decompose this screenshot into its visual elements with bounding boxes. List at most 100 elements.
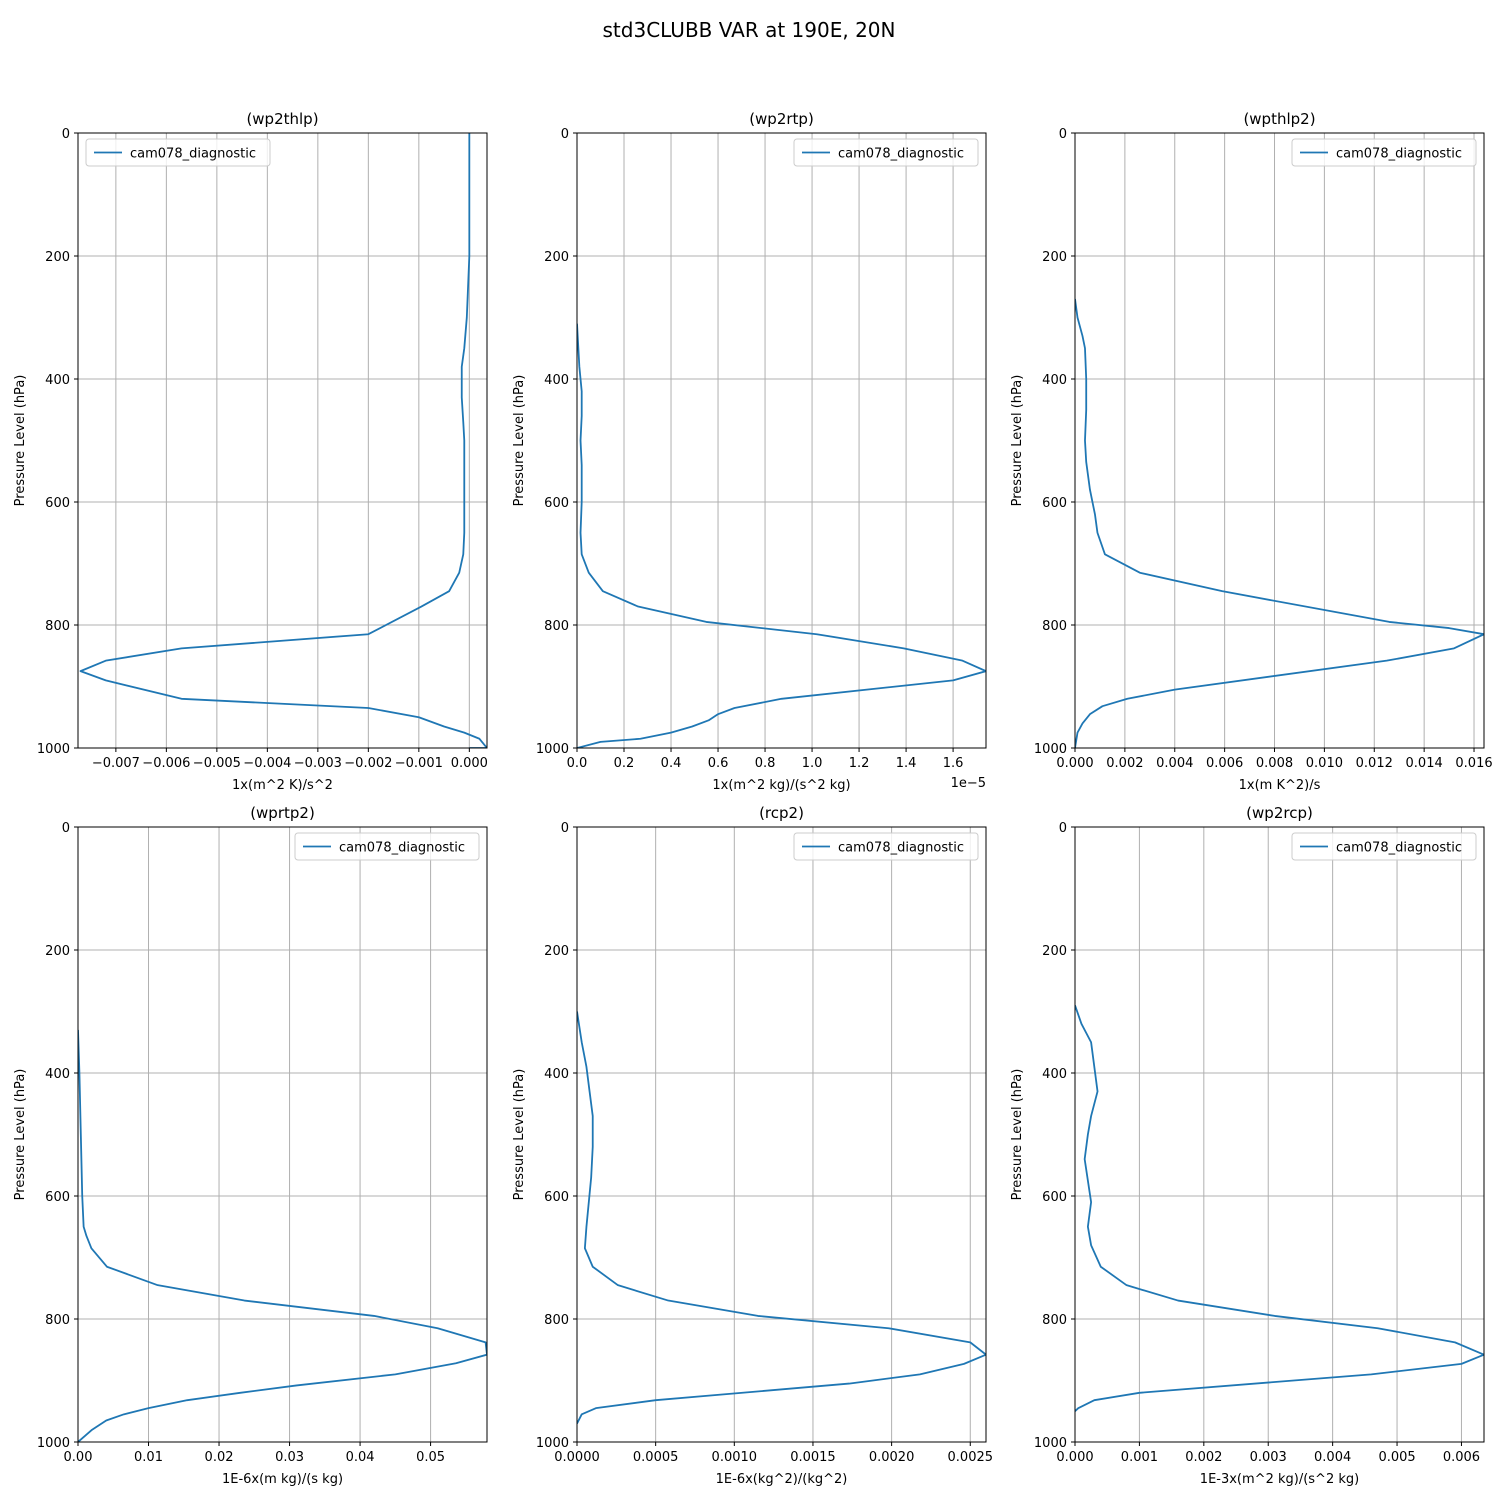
x-tick-label: 0.000 — [451, 756, 488, 771]
legend: cam078_diagnostic — [793, 832, 979, 861]
x-tick-label: 0.004 — [1156, 756, 1193, 771]
x-tick-label: 0.000 — [1056, 1450, 1093, 1465]
x-tick-label: 0.6 — [708, 756, 729, 771]
x-tick-label: 0.8 — [755, 756, 776, 771]
series-line-1 — [1075, 298, 1484, 748]
y-tick-label: 1000 — [536, 742, 569, 757]
series-line-1 — [577, 323, 986, 748]
axes-frame — [77, 132, 488, 749]
y-tick-label: 200 — [45, 250, 70, 265]
y-tick-label: 800 — [544, 619, 569, 634]
x-tick-label: 1.6 — [943, 756, 964, 771]
x-tick-label: 0.006 — [1443, 1450, 1480, 1465]
legend-label: cam078_diagnostic — [838, 147, 964, 162]
y-tick-label: 600 — [1042, 1190, 1067, 1205]
x-axis-label: 1x(m^2 K)/s^2 — [232, 778, 333, 793]
x-tick-label: 0.001 — [1121, 1450, 1158, 1465]
panel-title: (rcp2) — [759, 804, 804, 822]
axes-frame — [576, 826, 987, 1443]
x-tick-label: 0.010 — [1306, 756, 1343, 771]
x-tick-label: 0.006 — [1206, 756, 1243, 771]
y-tick-label: 0 — [561, 127, 569, 142]
x-tick-label: 0.003 — [1250, 1450, 1287, 1465]
series-line-1 — [78, 1029, 487, 1442]
panel-title: (wp2rcp) — [1246, 804, 1313, 822]
y-tick-label: 600 — [1042, 496, 1067, 511]
x-tick-label: 0.016 — [1455, 756, 1492, 771]
x-axis-label: 1E-6x(kg^2)/(kg^2) — [716, 1472, 848, 1487]
y-tick-label: 0 — [561, 821, 569, 836]
x-tick-label: 0.2 — [614, 756, 635, 771]
x-tick-label: 0.01 — [134, 1450, 163, 1465]
y-tick-label: 400 — [45, 373, 70, 388]
y-tick-label: 200 — [544, 250, 569, 265]
legend-box — [1291, 832, 1477, 861]
axes-frame — [1074, 132, 1485, 749]
legend-box — [294, 832, 480, 861]
legend-box — [85, 138, 271, 167]
x-tick-label: 0.04 — [346, 1450, 375, 1465]
x-axis-label: 1x(m^2 kg)/(s^2 kg) — [712, 778, 850, 793]
y-tick-label: 1000 — [1034, 1436, 1067, 1451]
y-tick-label: 400 — [544, 1067, 569, 1082]
y-tick-label: 800 — [1042, 619, 1067, 634]
x-tick-label: 0.005 — [1378, 1450, 1415, 1465]
x-tick-label: 0.0015 — [790, 1450, 836, 1465]
x-tick-label: 0.03 — [275, 1450, 304, 1465]
x-tick-label: 0.014 — [1406, 756, 1443, 771]
panel-title: (wp2thlp) — [246, 110, 318, 128]
y-tick-label: 600 — [544, 496, 569, 511]
y-tick-label: 800 — [45, 1313, 70, 1328]
legend-box — [793, 832, 979, 861]
panels-container: −0.007 −0.006 −0.005 −0.004 −0.003 −0.002 −0.0… — [13, 110, 1493, 1487]
axes-frame — [1074, 826, 1485, 1443]
x-tick-label: 0.0 — [567, 756, 588, 771]
legend-label: cam078_diagnostic — [1336, 147, 1462, 162]
figure-title: std3CLUBB VAR at 190E, 20N — [603, 18, 896, 42]
y-tick-label: 200 — [544, 944, 569, 959]
y-tick-label: 400 — [45, 1067, 70, 1082]
y-axis-label: Pressure Level (hPa) — [1010, 1069, 1025, 1201]
series-line-1 — [577, 1011, 986, 1424]
y-tick-label: 600 — [45, 496, 70, 511]
x-tick-label: −0.003 — [294, 756, 342, 771]
legend-box — [1291, 138, 1477, 167]
y-tick-label: 800 — [1042, 1313, 1067, 1328]
y-tick-label: 800 — [45, 619, 70, 634]
x-tick-label: 0.02 — [205, 1450, 234, 1465]
y-axis-label: Pressure Level (hPa) — [13, 375, 28, 507]
y-tick-label: 1000 — [1034, 742, 1067, 757]
y-axis-label: Pressure Level (hPa) — [512, 375, 527, 507]
y-tick-label: 200 — [1042, 944, 1067, 959]
x-tick-label: 0.05 — [416, 1450, 445, 1465]
y-tick-label: 1000 — [536, 1436, 569, 1451]
x-tick-label: 0.012 — [1356, 756, 1393, 771]
chart-panel-5: 0.0000 0.0005 0.0010 0.0015 0.0020 0.0025 0 200… — [512, 804, 993, 1487]
x-tick-label: 1.2 — [849, 756, 870, 771]
y-tick-label: 400 — [1042, 373, 1067, 388]
x-tick-label: 0.4 — [661, 756, 682, 771]
y-tick-label: 400 — [1042, 1067, 1067, 1082]
legend: cam078_diagnostic — [85, 138, 271, 167]
x-tick-label: 0.00 — [64, 1450, 93, 1465]
panel-title: (wp2rtp) — [749, 110, 814, 128]
y-tick-label: 600 — [544, 1190, 569, 1205]
legend-label: cam078_diagnostic — [838, 841, 964, 856]
x-tick-label: 0.004 — [1314, 1450, 1351, 1465]
x-tick-label: 0.0000 — [554, 1450, 600, 1465]
series-line-1 — [1075, 1005, 1484, 1412]
x-axis-label: 1E-3x(m^2 kg)/(s^2 kg) — [1200, 1472, 1359, 1487]
x-axis-label: 1E-6x(m kg)/(s kg) — [222, 1472, 343, 1487]
x-tick-label: 0.0025 — [948, 1450, 994, 1465]
y-axis-label: Pressure Level (hPa) — [512, 1069, 527, 1201]
legend-label: cam078_diagnostic — [130, 147, 256, 162]
x-tick-label: −0.006 — [142, 756, 190, 771]
x-tick-label: 0.0010 — [712, 1450, 758, 1465]
x-tick-label: −0.001 — [395, 756, 443, 771]
x-tick-label: 0.002 — [1185, 1450, 1222, 1465]
x-tick-label: 1.0 — [802, 756, 823, 771]
legend: cam078_diagnostic — [793, 138, 979, 167]
y-tick-label: 0 — [62, 821, 70, 836]
legend: cam078_diagnostic — [1291, 832, 1477, 861]
x-tick-label: 1.4 — [896, 756, 917, 771]
